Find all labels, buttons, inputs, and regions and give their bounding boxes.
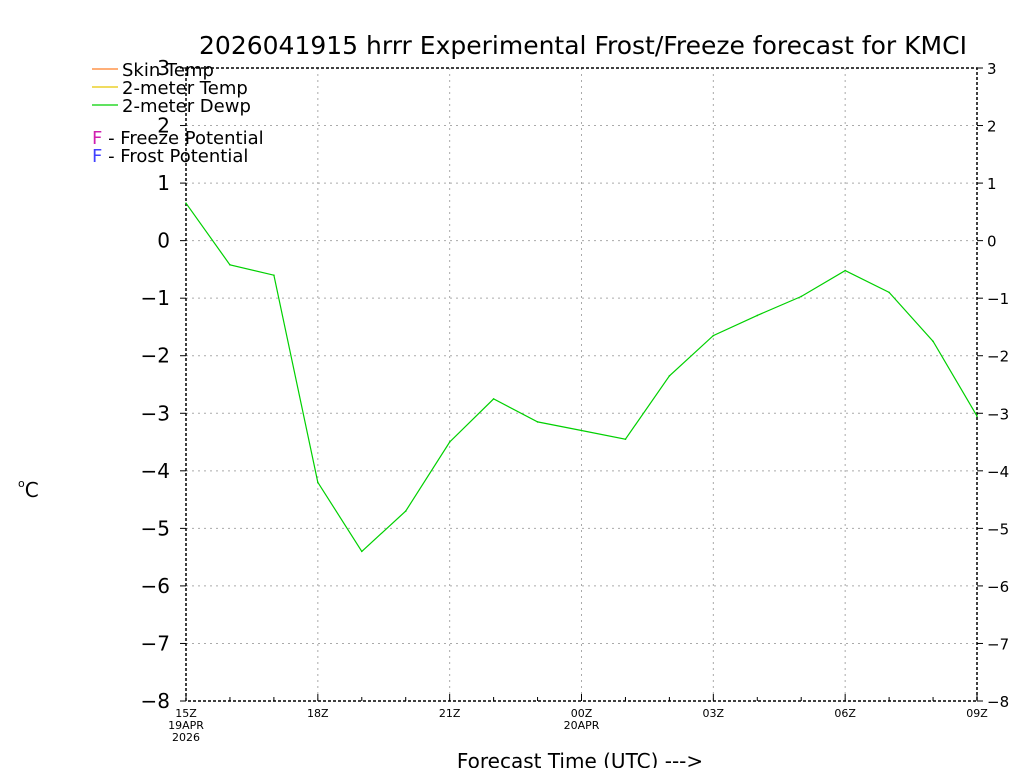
potential-legend-item: F - Freeze Potential xyxy=(92,128,264,149)
data-point-dewpoint xyxy=(668,375,671,377)
potential-legend-item: F - Frost Potential xyxy=(92,146,248,167)
grid-lines xyxy=(186,68,977,701)
data-point-dewpoint xyxy=(448,441,451,443)
data-point-dewpoint xyxy=(185,202,187,205)
data-point-dewpoint xyxy=(844,269,846,272)
x-tick-label: 19APR xyxy=(168,719,204,732)
y-tick-label-right: 0 xyxy=(987,233,997,251)
x-tick-label: 18Z xyxy=(307,707,329,720)
potential-legend-text: - Freeze Potential xyxy=(102,128,263,149)
y-tick-label-left: −6 xyxy=(141,574,170,598)
data-point-dewpoint xyxy=(712,334,715,337)
x-tick-label: 06Z xyxy=(834,707,856,720)
potential-legend-text: - Frost Potential xyxy=(102,146,248,167)
data-point-dewpoint xyxy=(229,264,231,266)
data-point-dewpoint xyxy=(580,429,583,432)
y-tick-label-right: 3 xyxy=(987,60,997,78)
x-tick-label: 21Z xyxy=(439,707,461,720)
data-point-dewpoint xyxy=(756,314,759,317)
y-tick-label-right: −6 xyxy=(987,578,1009,596)
potential-legend-letter: F xyxy=(92,128,102,149)
potential-legend-letter: F xyxy=(92,146,102,167)
legend-label: 2-meter Temp xyxy=(122,78,248,99)
y-tick-label-left: −2 xyxy=(141,344,170,368)
data-point-dewpoint xyxy=(536,421,539,423)
y-tick-label-left: 0 xyxy=(157,229,170,253)
y-tick-label-right: −2 xyxy=(987,348,1009,366)
data-point-dewpoint xyxy=(273,274,275,276)
y-tick-label-left: −8 xyxy=(141,689,170,713)
y-tick-label-right: −7 xyxy=(987,635,1009,653)
x-tick-label: 20APR xyxy=(564,719,600,732)
y-tick-label-left: −7 xyxy=(141,631,170,655)
data-point-dewpoint xyxy=(800,295,803,298)
y-tick-label-left: 1 xyxy=(157,171,170,195)
y-tick-label-right: −8 xyxy=(987,693,1009,711)
y-tick-label-right: −3 xyxy=(987,405,1009,423)
x-tick-label: 00Z xyxy=(571,707,593,720)
y-tick-label-left: 3 xyxy=(157,56,170,80)
x-tick-label: 03Z xyxy=(703,707,725,720)
x-axis-label: Forecast Time (UTC) ---> xyxy=(457,749,703,768)
data-point-dewpoint xyxy=(976,415,978,417)
y-axis-right: −8 −7 −6 −5 −4 −3 −2 −1 0 1 2 3 xyxy=(977,60,1009,711)
y-tick-label-right: −4 xyxy=(987,463,1009,481)
data-point-dewpoint xyxy=(932,340,934,343)
y-tick-label-right: −5 xyxy=(987,520,1009,538)
data-point-dewpoint xyxy=(360,550,363,553)
y-axis-label-degree: o xyxy=(18,477,25,490)
y-axis-label-unit: C xyxy=(25,478,39,502)
y-tick-label-left: −1 xyxy=(141,286,170,310)
y-tick-label-left: −4 xyxy=(141,459,170,483)
y-tick-label-right: −1 xyxy=(987,290,1009,308)
plot-frame xyxy=(185,67,978,702)
x-tick-label: 2026 xyxy=(172,731,200,744)
y-axis-label: oC xyxy=(18,477,39,502)
legend-label: 2-meter Dewp xyxy=(122,96,251,117)
x-tick-label: 09Z xyxy=(966,707,988,720)
legend-label: Skin Temp xyxy=(122,60,214,81)
data-point-dewpoint xyxy=(492,398,495,400)
data-point-dewpoint xyxy=(888,291,890,294)
data-point-dewpoint xyxy=(624,438,627,440)
y-tick-label-left: 2 xyxy=(157,114,170,138)
y-axis-left: −8 −7 −6 −5 −4 −3 −2 −1 0 1 2 3 xyxy=(141,56,186,713)
y-tick-label-left: −5 xyxy=(141,516,170,540)
y-tick-label-left: −3 xyxy=(141,401,170,425)
y-tick-label-right: 2 xyxy=(987,118,997,136)
x-tick-label: 15Z xyxy=(175,707,197,720)
y-tick-label-right: 1 xyxy=(987,175,997,193)
data-point-dewpoint xyxy=(317,481,319,484)
data-point-dewpoint xyxy=(404,510,407,512)
chart-title: 2026041915 hrrr Experimental Frost/Freez… xyxy=(199,31,967,60)
series-layer xyxy=(185,202,978,553)
